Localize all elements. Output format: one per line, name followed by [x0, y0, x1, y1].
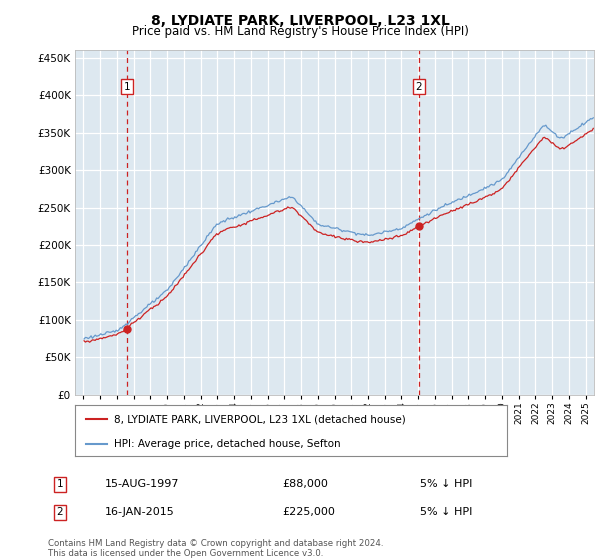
- Text: £225,000: £225,000: [282, 507, 335, 517]
- Text: 5% ↓ HPI: 5% ↓ HPI: [420, 507, 472, 517]
- Text: 1: 1: [56, 479, 64, 489]
- Text: 2: 2: [416, 82, 422, 92]
- Text: 2: 2: [56, 507, 64, 517]
- Text: 15-AUG-1997: 15-AUG-1997: [105, 479, 179, 489]
- Text: Contains HM Land Registry data © Crown copyright and database right 2024.
This d: Contains HM Land Registry data © Crown c…: [48, 539, 383, 558]
- Text: HPI: Average price, detached house, Sefton: HPI: Average price, detached house, Seft…: [114, 438, 341, 449]
- Text: 8, LYDIATE PARK, LIVERPOOL, L23 1XL (detached house): 8, LYDIATE PARK, LIVERPOOL, L23 1XL (det…: [114, 414, 406, 424]
- Text: 8, LYDIATE PARK, LIVERPOOL, L23 1XL: 8, LYDIATE PARK, LIVERPOOL, L23 1XL: [151, 14, 449, 28]
- Text: 1: 1: [124, 82, 131, 92]
- Text: £88,000: £88,000: [282, 479, 328, 489]
- Text: 16-JAN-2015: 16-JAN-2015: [105, 507, 175, 517]
- Text: 5% ↓ HPI: 5% ↓ HPI: [420, 479, 472, 489]
- Text: Price paid vs. HM Land Registry's House Price Index (HPI): Price paid vs. HM Land Registry's House …: [131, 25, 469, 38]
